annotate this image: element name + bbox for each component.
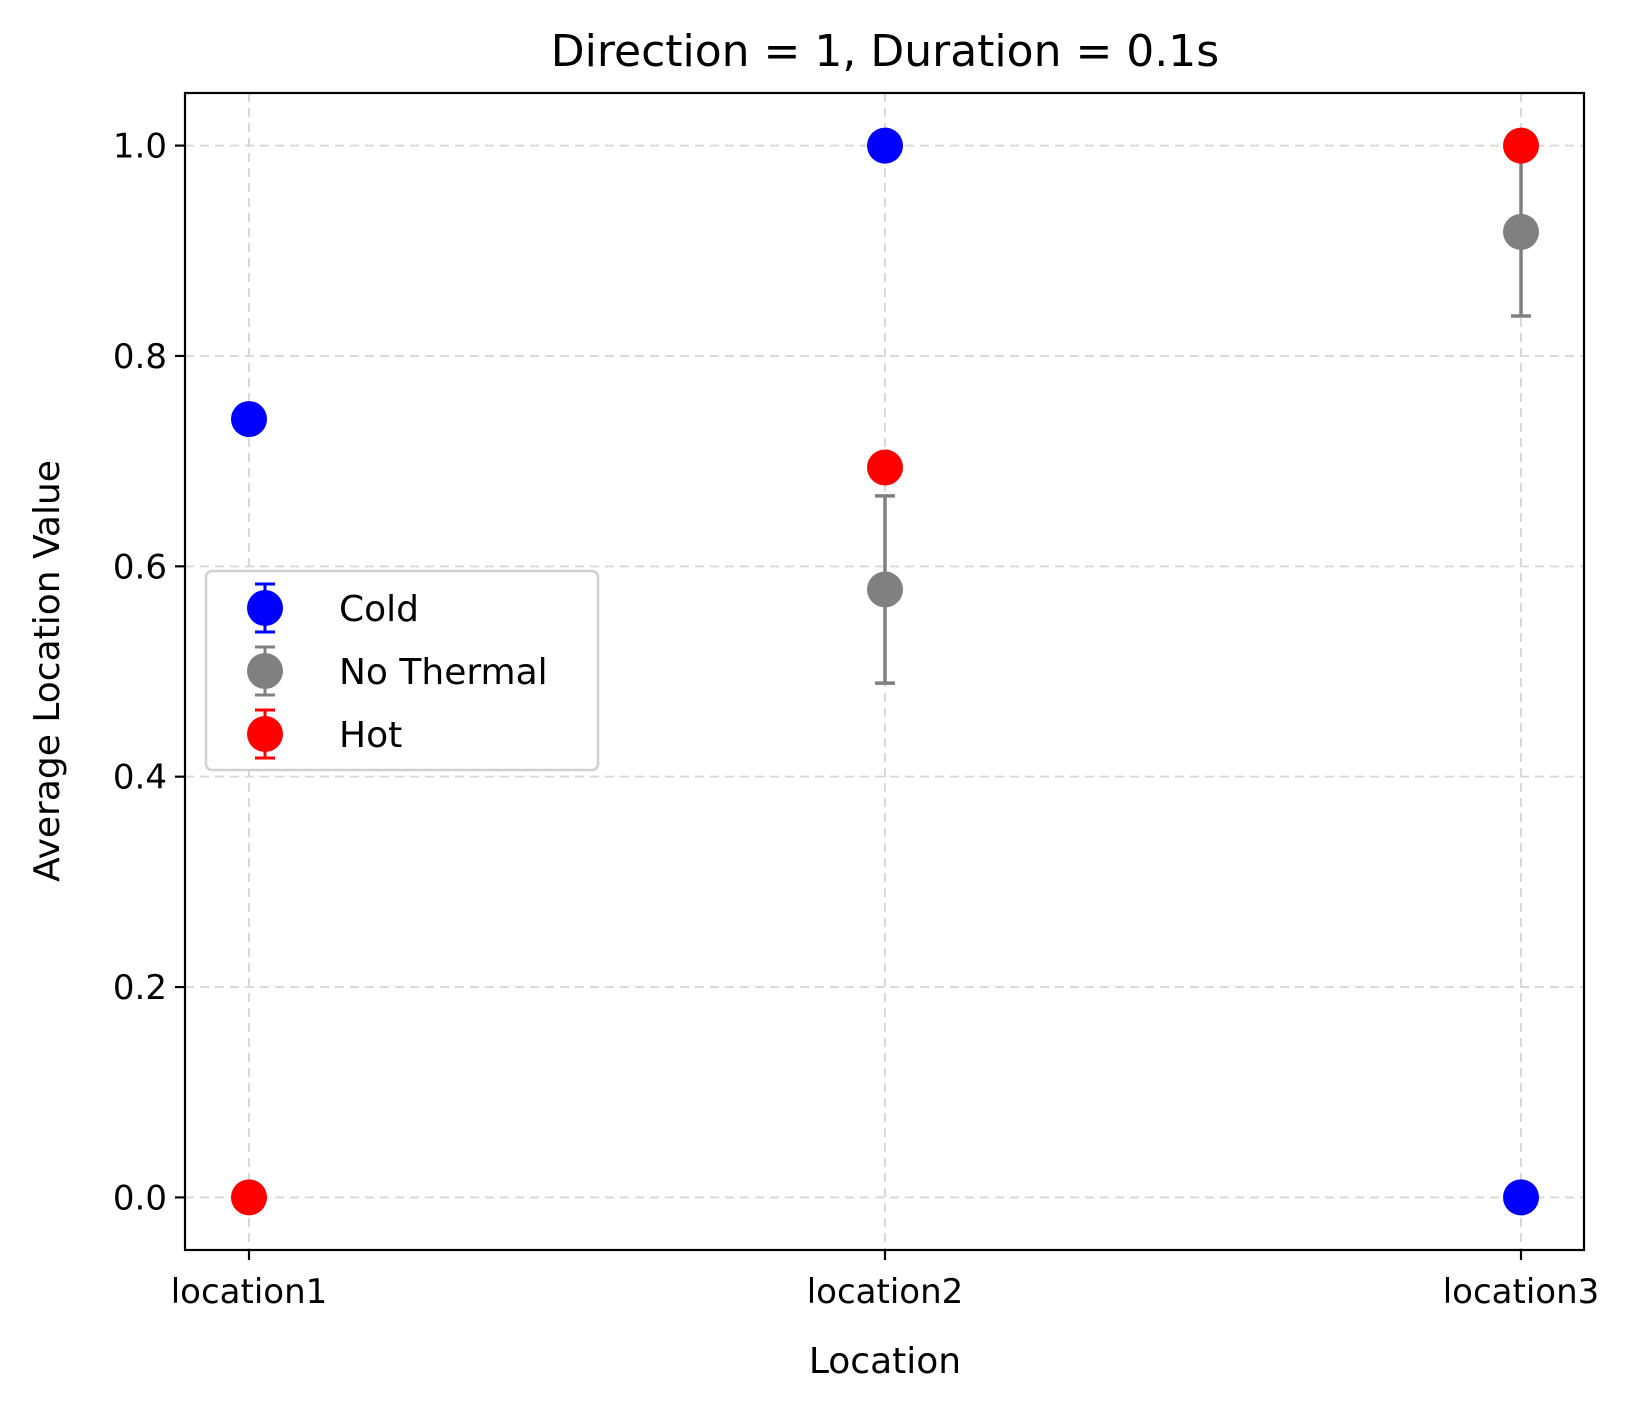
- point-cold: [1503, 1179, 1539, 1216]
- x-tick-label: location3: [1443, 1272, 1600, 1312]
- y-tick-label: 0.4: [113, 758, 167, 798]
- y-tick-label: 0.2: [113, 968, 167, 1008]
- x-axis-label: Location: [809, 1341, 961, 1382]
- point-cold: [231, 401, 267, 438]
- y-tick-label: 0.8: [113, 337, 167, 377]
- point-cold: [867, 127, 903, 164]
- y-tick-label: 0.6: [113, 547, 167, 587]
- legend-marker-no-thermal: [247, 653, 283, 689]
- legend-label-cold: Cold: [339, 589, 419, 630]
- point-hot: [867, 449, 903, 486]
- chart-title: Direction = 1, Duration = 0.1s: [551, 26, 1219, 77]
- point-no-thermal: [1503, 213, 1539, 250]
- legend-box: [204, 569, 600, 772]
- legend-label-hot: Hot: [339, 715, 402, 756]
- legend-label-no-thermal: No Thermal: [339, 652, 548, 693]
- data-marks: [231, 127, 1539, 1216]
- legend: Cold No Thermal Hot: [204, 569, 600, 772]
- point-no-thermal: [867, 571, 903, 608]
- y-axis-ticks: 0.0 0.2 0.4 0.6 0.8 1.0: [113, 127, 185, 1218]
- legend-marker-hot: [247, 716, 283, 752]
- y-axis-label: Average Location Value: [27, 460, 68, 882]
- x-tick-label: location1: [171, 1272, 328, 1312]
- point-hot: [231, 1179, 267, 1216]
- plot-frame: [183, 91, 1586, 1252]
- legend-marker-cold: [247, 590, 283, 626]
- y-tick-label: 1.0: [113, 127, 167, 167]
- x-tick-label: location2: [807, 1272, 964, 1312]
- y-tick-label: 0.0: [113, 1178, 167, 1218]
- point-hot: [1503, 127, 1539, 164]
- x-axis-ticks: location1 location2 location3: [171, 1250, 1600, 1312]
